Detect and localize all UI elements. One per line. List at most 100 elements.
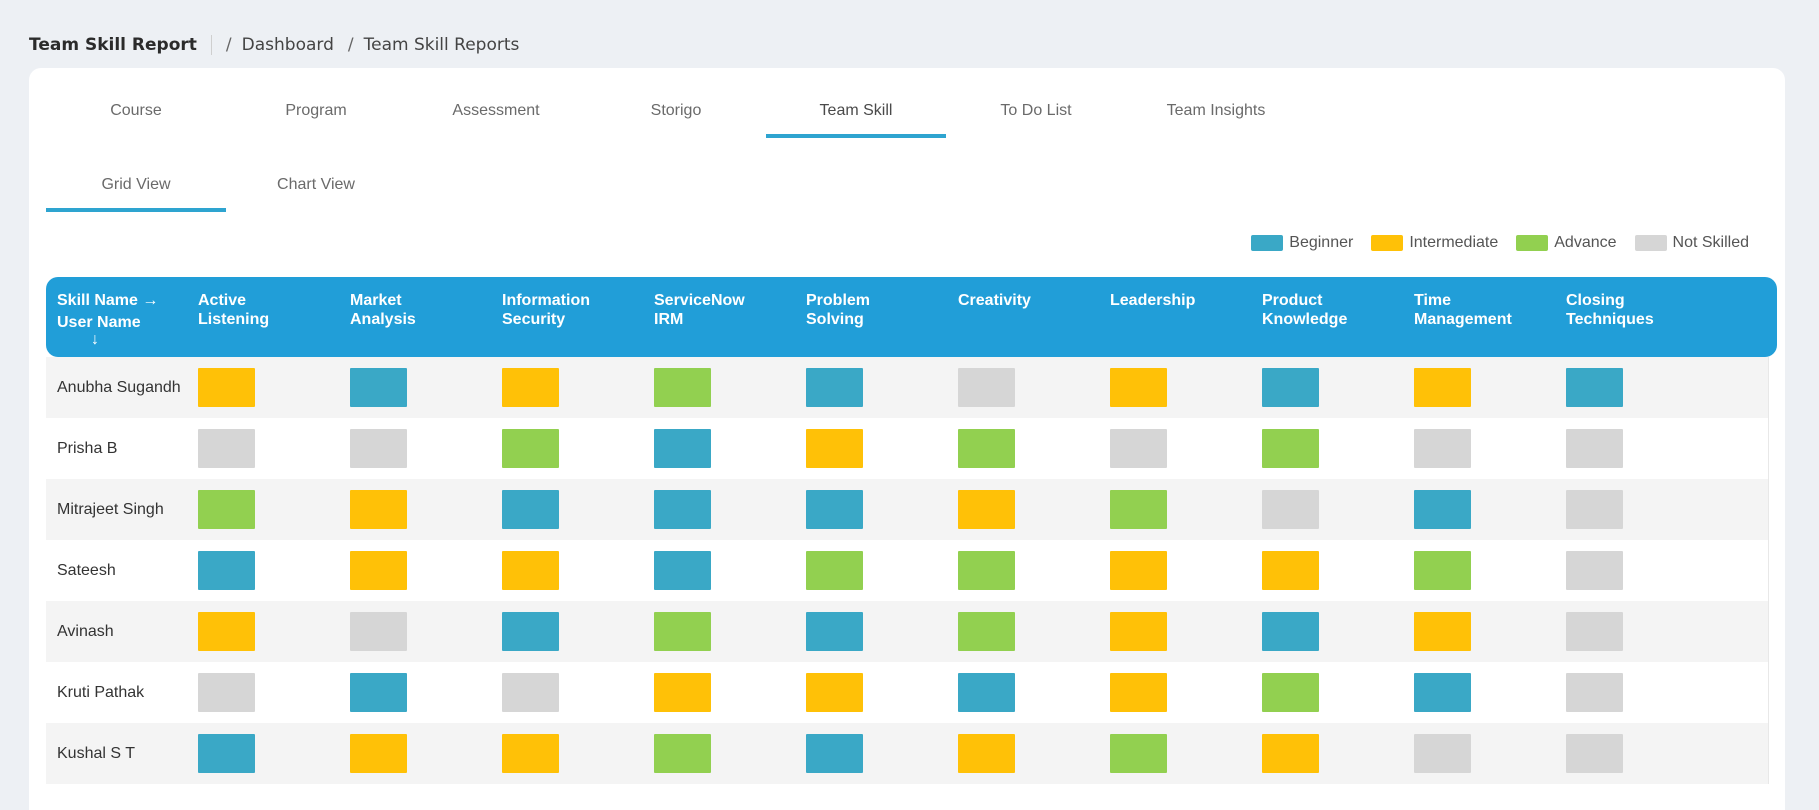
legend-item-not-skilled: Not Skilled	[1634, 234, 1749, 252]
skill-level-swatch-advance[interactable]	[1262, 673, 1319, 712]
skill-level-swatch-advance[interactable]	[1262, 429, 1319, 468]
skill-level-swatch-intermediate[interactable]	[958, 734, 1015, 773]
skill-level-swatch-beginner[interactable]	[958, 673, 1015, 712]
skill-cell	[350, 734, 502, 773]
skill-level-swatch-advance[interactable]	[958, 612, 1015, 651]
skill-level-swatch-beginner[interactable]	[806, 734, 863, 773]
skill-level-swatch-advance[interactable]	[654, 612, 711, 651]
skill-level-swatch-intermediate[interactable]	[502, 551, 559, 590]
skill-cell	[502, 490, 654, 529]
skill-level-swatch-beginner[interactable]	[654, 490, 711, 529]
column-header-line: Techniques	[1566, 311, 1654, 328]
skill-cell	[1110, 734, 1262, 773]
skill-level-swatch-not-skilled[interactable]	[1566, 490, 1623, 529]
skill-level-swatch-advance[interactable]	[502, 429, 559, 468]
legend-item-intermediate: Intermediate	[1371, 234, 1498, 252]
skill-level-swatch-intermediate[interactable]	[958, 490, 1015, 529]
tab-team-insights[interactable]: Team Insights	[1166, 102, 1266, 119]
skill-level-swatch-intermediate[interactable]	[1110, 368, 1167, 407]
column-header-line: Management	[1414, 311, 1512, 328]
skill-level-swatch-advance[interactable]	[958, 551, 1015, 590]
tab-course[interactable]: Course	[110, 102, 162, 119]
tab-to-do-list[interactable]: To Do List	[1000, 102, 1072, 119]
skill-level-swatch-not-skilled[interactable]	[1262, 490, 1319, 529]
skill-level-swatch-not-skilled[interactable]	[350, 612, 407, 651]
skill-level-swatch-beginner[interactable]	[502, 490, 559, 529]
skill-level-swatch-beginner[interactable]	[654, 429, 711, 468]
skill-level-swatch-not-skilled[interactable]	[198, 673, 255, 712]
skill-level-swatch-beginner[interactable]	[806, 368, 863, 407]
skill-level-swatch-not-skilled[interactable]	[1414, 734, 1471, 773]
skill-level-swatch-advance[interactable]	[198, 490, 255, 529]
skill-level-swatch-beginner[interactable]	[350, 368, 407, 407]
skill-level-swatch-not-skilled[interactable]	[958, 368, 1015, 407]
skill-level-swatch-intermediate[interactable]	[502, 368, 559, 407]
skill-cell	[198, 429, 350, 468]
skill-level-swatch-intermediate[interactable]	[1262, 551, 1319, 590]
tab-program[interactable]: Program	[285, 102, 347, 119]
skill-level-swatch-intermediate[interactable]	[198, 368, 255, 407]
skill-level-swatch-advance[interactable]	[1414, 551, 1471, 590]
skill-level-swatch-intermediate[interactable]	[806, 429, 863, 468]
skill-level-swatch-intermediate[interactable]	[1110, 612, 1167, 651]
skill-level-swatch-not-skilled[interactable]	[1414, 429, 1471, 468]
skill-level-swatch-not-skilled[interactable]	[1566, 429, 1623, 468]
skill-level-swatch-advance[interactable]	[806, 551, 863, 590]
legend-item-beginner: Beginner	[1251, 234, 1353, 252]
skill-level-swatch-beginner[interactable]	[806, 490, 863, 529]
skill-level-swatch-intermediate[interactable]	[350, 734, 407, 773]
column-header-line: Market	[350, 292, 402, 309]
skill-level-swatch-not-skilled[interactable]	[1566, 612, 1623, 651]
skill-level-swatch-intermediate[interactable]	[1110, 551, 1167, 590]
skill-level-swatch-not-skilled[interactable]	[350, 429, 407, 468]
skill-level-swatch-intermediate[interactable]	[1414, 612, 1471, 651]
skill-level-swatch-intermediate[interactable]	[1110, 673, 1167, 712]
skill-level-swatch-intermediate[interactable]	[1262, 734, 1319, 773]
skill-level-swatch-beginner[interactable]	[806, 612, 863, 651]
skill-level-swatch-advance[interactable]	[1110, 734, 1167, 773]
column-header-line: Problem	[806, 292, 871, 309]
breadcrumb-dashboard[interactable]: Dashboard	[241, 35, 334, 55]
skill-level-swatch-advance[interactable]	[654, 734, 711, 773]
column-header-line: Information	[502, 292, 590, 309]
skill-level-swatch-beginner[interactable]	[1414, 490, 1471, 529]
skill-level-swatch-beginner[interactable]	[1262, 368, 1319, 407]
skill-level-swatch-not-skilled[interactable]	[1110, 429, 1167, 468]
legend-label: Intermediate	[1409, 234, 1499, 251]
skill-level-swatch-intermediate[interactable]	[350, 551, 407, 590]
skill-level-swatch-intermediate[interactable]	[350, 490, 407, 529]
skill-level-swatch-not-skilled[interactable]	[198, 429, 255, 468]
page-header: Team Skill Report / Dashboard / Team Ski…	[29, 30, 519, 60]
skill-level-swatch-advance[interactable]	[1110, 490, 1167, 529]
tab-assessment[interactable]: Assessment	[452, 102, 540, 119]
column-header-product-knowledge: Product Knowledge	[1262, 277, 1414, 357]
skill-level-swatch-beginner[interactable]	[654, 551, 711, 590]
skill-level-swatch-intermediate[interactable]	[502, 734, 559, 773]
view-chart-view[interactable]: Chart View	[277, 176, 355, 193]
skill-level-swatch-not-skilled[interactable]	[1566, 673, 1623, 712]
skill-level-swatch-advance[interactable]	[654, 368, 711, 407]
skill-level-swatch-beginner[interactable]	[198, 734, 255, 773]
skill-cell	[958, 429, 1110, 468]
tab-storigo[interactable]: Storigo	[650, 102, 702, 119]
skill-level-swatch-intermediate[interactable]	[198, 612, 255, 651]
skill-level-swatch-beginner[interactable]	[1566, 368, 1623, 407]
skill-level-swatch-beginner[interactable]	[1414, 673, 1471, 712]
skill-level-swatch-advance[interactable]	[958, 429, 1015, 468]
table-row: Sateesh	[46, 540, 1769, 601]
skill-level-swatch-intermediate[interactable]	[1414, 368, 1471, 407]
column-header-market-analysis: Market Analysis	[350, 277, 502, 357]
view-grid-view[interactable]: Grid View	[46, 160, 226, 212]
skill-level-swatch-beginner[interactable]	[350, 673, 407, 712]
skill-level-swatch-intermediate[interactable]	[654, 673, 711, 712]
skill-level-swatch-not-skilled[interactable]	[1566, 734, 1623, 773]
skill-level-swatch-beginner[interactable]	[1262, 612, 1319, 651]
skill-legend: Beginner Intermediate Advance Not Skilled	[1233, 234, 1749, 252]
skill-level-swatch-beginner[interactable]	[502, 612, 559, 651]
column-header-line: Closing	[1566, 292, 1625, 309]
skill-level-swatch-beginner[interactable]	[198, 551, 255, 590]
tab-team-skill[interactable]: Team Skill	[766, 86, 946, 138]
skill-level-swatch-not-skilled[interactable]	[1566, 551, 1623, 590]
skill-level-swatch-not-skilled[interactable]	[502, 673, 559, 712]
skill-level-swatch-intermediate[interactable]	[806, 673, 863, 712]
